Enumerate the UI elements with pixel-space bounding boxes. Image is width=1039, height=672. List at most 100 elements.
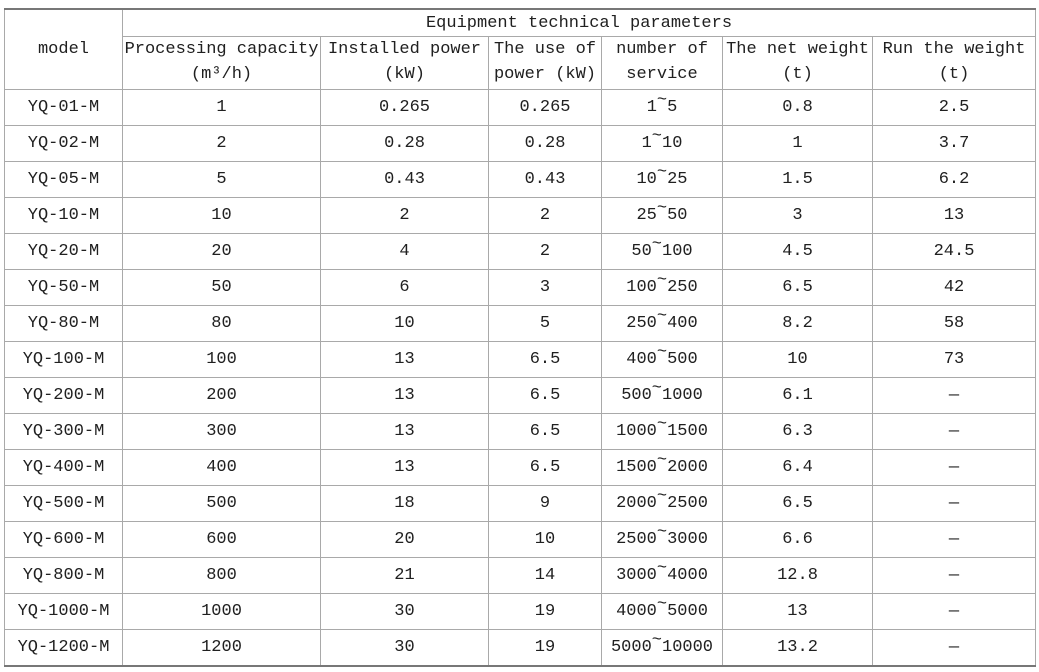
cell-run-weight: 24.5 (871, 233, 1037, 270)
cell-use-of-power: 6.5 (488, 413, 602, 450)
cell-net-weight: 10 (722, 341, 873, 378)
range-tilde: ~ (651, 378, 662, 398)
cell-model: YQ-1200-M (4, 629, 123, 667)
cell-processing-capacity: 2 (122, 125, 321, 162)
cell-installed-power: 13 (320, 341, 489, 378)
table-row: YQ-20-M 20 4 2 50~100 4.5 24.5 (4, 233, 1037, 270)
range-tilde: ~ (656, 342, 668, 362)
range-tilde: ~ (656, 162, 668, 182)
header-label-line2: (m³/h) (190, 65, 253, 84)
column-header-number-of-service: number of service (601, 36, 723, 90)
cell-run-weight: 58 (871, 305, 1037, 342)
cell-processing-capacity: 80 (122, 305, 321, 342)
cell-installed-power: 0.265 (320, 89, 489, 126)
cell-processing-capacity: 1 (122, 89, 321, 126)
header-label-line2: service (626, 65, 698, 84)
table-row: YQ-800-M 800 21 14 3000~4000 12.8— (4, 557, 1037, 594)
cell-use-of-power: 10 (488, 521, 602, 558)
cell-number-of-service: 4000~5000 (601, 593, 723, 630)
range-tilde: ~ (656, 306, 668, 326)
cell-processing-capacity: 200 (122, 377, 321, 414)
table-row: YQ-200-M 200 13 6.5 500~1000 6.1— (4, 377, 1037, 414)
header-label-line1: number of (616, 40, 708, 60)
cell-use-of-power: 6.5 (488, 377, 602, 414)
cell-net-weight: 6.5 (722, 485, 873, 522)
range-tilde: ~ (656, 558, 668, 578)
cell-model: YQ-10-M (4, 197, 123, 234)
table-row: YQ-50-M 50 6 3 100~250 6.5 42 (4, 269, 1037, 306)
cell-number-of-service: 1~5 (601, 89, 723, 126)
cell-use-of-power: 6.5 (488, 449, 602, 486)
cell-number-of-service: 100~250 (601, 269, 723, 306)
cell-net-weight: 13 (722, 593, 873, 630)
cell-use-of-power: 2 (488, 233, 602, 270)
cell-model: YQ-200-M (4, 377, 123, 414)
range-tilde: ~ (656, 414, 668, 434)
cell-number-of-service: 2000~2500 (601, 485, 723, 522)
cell-model: YQ-01-M (4, 89, 123, 126)
cell-number-of-service: 25~50 (601, 197, 723, 234)
table-row: YQ-1200-M 1200 30 19 5000~10000 13.2— (4, 629, 1037, 667)
cell-run-weight: 3.7 (871, 125, 1037, 162)
cell-net-weight: 6.6 (722, 521, 873, 558)
cell-number-of-service: 3000~4000 (601, 557, 723, 594)
cell-model: YQ-300-M (4, 413, 123, 450)
range-tilde: ~ (656, 594, 668, 614)
cell-installed-power: 4 (320, 233, 489, 270)
table-row: YQ-400-M 400 13 6.5 1500~2000 6.4— (4, 449, 1037, 486)
cell-use-of-power: 19 (488, 593, 602, 630)
table-row: YQ-02-M 2 0.28 0.28 1~10 1 3.7 (4, 125, 1037, 162)
cell-run-weight: 73 (871, 341, 1037, 378)
cell-processing-capacity: 100 (122, 341, 321, 378)
cell-model: YQ-100-M (4, 341, 123, 378)
equipment-parameters-table: model Equipment technical parameters Pro… (4, 8, 1037, 667)
cell-number-of-service: 500~1000 (601, 377, 723, 414)
cell-model: YQ-800-M (4, 557, 123, 594)
header-label-line1: Installed power (327, 40, 482, 60)
cell-model: YQ-50-M (4, 269, 123, 306)
cell-net-weight: 0.8 (722, 89, 873, 126)
cell-use-of-power: 9 (488, 485, 602, 522)
cell-run-weight: 2.5 (871, 89, 1037, 126)
header-label-line2: power (kW) (493, 65, 597, 84)
cell-installed-power: 20 (320, 521, 489, 558)
range-tilde: ~ (656, 450, 668, 470)
cell-installed-power: 30 (320, 593, 489, 630)
cell-number-of-service: 1000~1500 (601, 413, 723, 450)
cell-net-weight: 1 (722, 125, 873, 162)
range-tilde: ~ (656, 486, 668, 506)
header-label-line1: The use of (493, 40, 597, 60)
header-label-line2: (t) (782, 65, 813, 84)
cell-processing-capacity: 1200 (122, 629, 321, 667)
table-header: model Equipment technical parameters Pro… (4, 8, 1037, 90)
cell-installed-power: 0.43 (320, 161, 489, 198)
cell-use-of-power: 0.28 (488, 125, 602, 162)
cell-run-weight: — (871, 557, 1037, 594)
cell-run-weight: 6.2 (871, 161, 1037, 198)
range-tilde: ~ (656, 90, 668, 110)
cell-model: YQ-400-M (4, 449, 123, 486)
range-tilde: ~ (656, 270, 668, 290)
table-row: YQ-1000-M 1000 30 19 4000~5000 13— (4, 593, 1037, 630)
cell-processing-capacity: 400 (122, 449, 321, 486)
cell-net-weight: 3 (722, 197, 873, 234)
cell-run-weight: 42 (871, 269, 1037, 306)
cell-number-of-service: 2500~3000 (601, 521, 723, 558)
range-tilde: ~ (656, 198, 668, 218)
table-row: YQ-80-M 80 10 5 250~400 8.2 58 (4, 305, 1037, 342)
range-tilde: ~ (651, 234, 662, 254)
table-row: YQ-01-M 1 0.265 0.265 1~5 0.8 2.5 (4, 89, 1037, 126)
table-row: YQ-05-M 5 0.43 0.43 10~25 1.5 6.2 (4, 161, 1037, 198)
cell-net-weight: 1.5 (722, 161, 873, 198)
header-label-line1: Processing capacity (124, 40, 319, 60)
cell-net-weight: 8.2 (722, 305, 873, 342)
cell-use-of-power: 5 (488, 305, 602, 342)
range-tilde: ~ (656, 522, 668, 542)
cell-model: YQ-05-M (4, 161, 123, 198)
column-header-row: Processing capacity (m³/h) Installed pow… (5, 36, 1037, 90)
cell-number-of-service: 250~400 (601, 305, 723, 342)
column-header-run-weight: Run the weight (t) (871, 36, 1037, 90)
cell-run-weight: — (871, 485, 1037, 522)
cell-model: YQ-1000-M (4, 593, 123, 630)
